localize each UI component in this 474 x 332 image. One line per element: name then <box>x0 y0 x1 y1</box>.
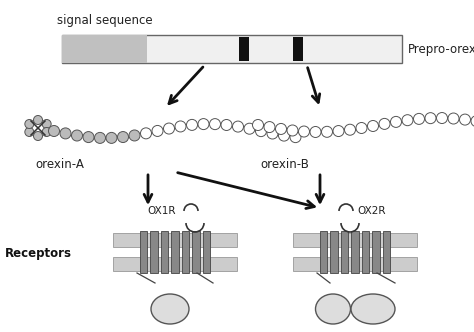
Bar <box>383 231 390 273</box>
Circle shape <box>25 127 34 136</box>
Circle shape <box>253 120 264 130</box>
Bar <box>171 231 179 273</box>
Ellipse shape <box>351 294 395 324</box>
Circle shape <box>152 125 163 136</box>
Bar <box>293 257 417 271</box>
Text: Gq: Gq <box>324 302 342 315</box>
Circle shape <box>310 126 321 137</box>
Bar <box>113 257 237 271</box>
Text: Gq: Gq <box>161 302 179 315</box>
Bar <box>293 37 303 61</box>
Bar <box>351 231 359 273</box>
Circle shape <box>221 120 232 130</box>
Bar <box>113 233 237 247</box>
Circle shape <box>94 132 106 143</box>
Circle shape <box>391 117 401 127</box>
Text: Prepro-orexin: Prepro-orexin <box>408 42 474 55</box>
Circle shape <box>83 131 94 142</box>
Circle shape <box>140 128 152 139</box>
Circle shape <box>425 113 436 124</box>
Bar <box>293 233 417 247</box>
Circle shape <box>459 114 471 125</box>
Bar <box>62 35 402 63</box>
Text: Gi/Go: Gi/Go <box>357 304 388 314</box>
Circle shape <box>48 125 60 136</box>
Circle shape <box>287 125 298 136</box>
Circle shape <box>198 119 209 129</box>
Circle shape <box>345 124 356 135</box>
Circle shape <box>106 132 117 143</box>
Bar <box>330 231 338 273</box>
Text: OX1R: OX1R <box>147 206 175 216</box>
Circle shape <box>275 124 286 134</box>
Circle shape <box>264 122 275 132</box>
Circle shape <box>379 119 390 129</box>
Text: orexin-A: orexin-A <box>35 158 84 171</box>
Ellipse shape <box>316 294 350 324</box>
Circle shape <box>244 123 255 134</box>
Text: orexin-B: orexin-B <box>260 158 309 171</box>
Bar <box>182 231 189 273</box>
Bar <box>203 231 210 273</box>
Circle shape <box>367 121 379 131</box>
Text: signal sequence: signal sequence <box>57 14 152 27</box>
Bar <box>239 37 249 61</box>
Text: OX2R: OX2R <box>357 206 385 216</box>
Circle shape <box>25 120 34 128</box>
Circle shape <box>233 121 244 132</box>
Circle shape <box>471 116 474 126</box>
Circle shape <box>175 121 186 132</box>
Bar <box>150 231 158 273</box>
Circle shape <box>129 130 140 141</box>
Circle shape <box>42 127 51 136</box>
Text: Receptors: Receptors <box>5 247 72 261</box>
Circle shape <box>72 130 82 141</box>
Circle shape <box>164 123 174 134</box>
Circle shape <box>60 128 71 139</box>
Circle shape <box>34 131 43 140</box>
Bar <box>320 231 327 273</box>
Circle shape <box>279 130 290 141</box>
Circle shape <box>299 126 310 137</box>
Circle shape <box>321 126 332 137</box>
Circle shape <box>402 115 413 126</box>
Ellipse shape <box>151 294 189 324</box>
Circle shape <box>413 114 425 124</box>
Bar <box>372 231 380 273</box>
Bar <box>161 231 168 273</box>
Circle shape <box>356 123 367 133</box>
Circle shape <box>267 128 278 139</box>
Circle shape <box>186 120 198 130</box>
Circle shape <box>118 131 128 142</box>
Circle shape <box>255 125 266 136</box>
Bar <box>140 231 147 273</box>
Circle shape <box>34 116 43 124</box>
Circle shape <box>42 120 51 128</box>
Circle shape <box>333 125 344 136</box>
Circle shape <box>448 113 459 124</box>
Circle shape <box>210 119 220 129</box>
Circle shape <box>290 131 301 143</box>
Bar <box>341 231 348 273</box>
Circle shape <box>437 113 447 124</box>
Bar <box>192 231 200 273</box>
Bar <box>362 231 369 273</box>
Bar <box>62 35 147 63</box>
